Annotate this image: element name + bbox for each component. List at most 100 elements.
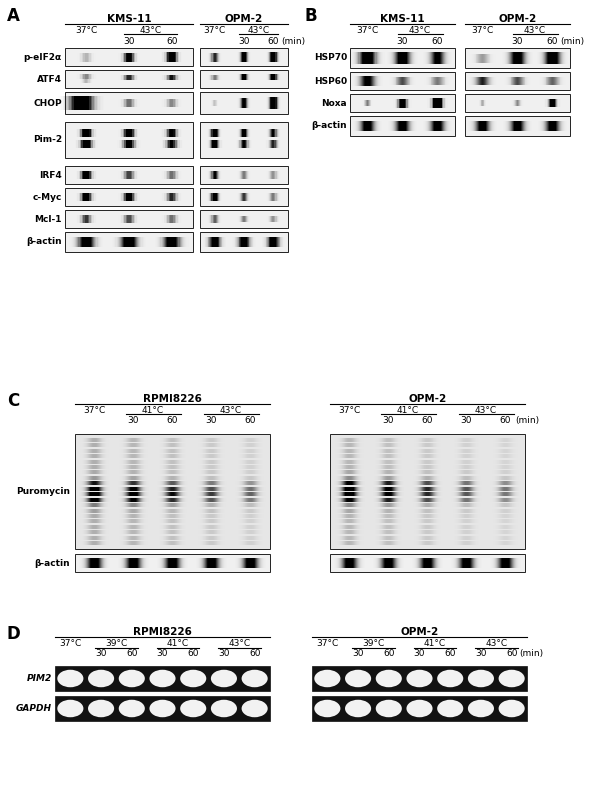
Bar — [357, 492, 358, 496]
Bar — [461, 541, 463, 546]
Bar — [422, 487, 424, 491]
Bar — [236, 171, 238, 179]
Bar — [218, 476, 219, 480]
Bar — [131, 520, 133, 524]
Bar — [250, 481, 251, 485]
Bar — [247, 129, 248, 136]
Bar — [92, 465, 94, 469]
Bar — [164, 99, 166, 107]
Bar — [427, 525, 428, 529]
Bar — [394, 443, 395, 447]
Bar — [137, 449, 139, 453]
Bar — [350, 525, 352, 529]
Bar — [516, 443, 517, 447]
Bar — [414, 437, 415, 441]
Bar — [439, 558, 440, 567]
Bar — [505, 536, 506, 540]
Bar — [215, 487, 217, 491]
Bar — [375, 514, 376, 518]
Bar — [247, 536, 248, 540]
Bar — [213, 100, 214, 107]
Bar — [143, 476, 144, 480]
Bar — [510, 100, 511, 106]
Bar — [401, 454, 402, 458]
Bar — [236, 454, 237, 458]
Bar — [357, 454, 358, 458]
Bar — [98, 193, 100, 201]
Bar — [373, 536, 374, 540]
Bar — [375, 476, 376, 480]
Bar — [103, 536, 104, 540]
Bar — [211, 236, 212, 247]
Text: ATF4: ATF4 — [37, 74, 62, 83]
Bar — [121, 74, 123, 80]
Bar — [262, 437, 263, 441]
Bar — [380, 541, 381, 546]
Bar — [159, 536, 160, 540]
Bar — [203, 541, 204, 546]
Bar — [413, 503, 414, 507]
Bar — [338, 465, 339, 469]
Bar — [436, 98, 437, 108]
Bar — [430, 520, 431, 524]
Bar — [451, 520, 452, 524]
Bar — [107, 508, 108, 512]
Bar — [342, 487, 343, 491]
Bar — [405, 98, 406, 107]
Bar — [240, 454, 241, 458]
Bar — [380, 481, 381, 485]
Bar — [83, 73, 85, 79]
Bar — [505, 530, 506, 534]
Bar — [364, 503, 365, 507]
Bar — [349, 514, 350, 518]
Bar — [352, 492, 353, 496]
Bar — [400, 487, 401, 491]
Bar — [245, 443, 247, 447]
Bar — [105, 530, 106, 534]
Bar — [253, 508, 254, 512]
Bar — [394, 492, 395, 496]
Bar — [381, 492, 382, 496]
Bar — [272, 52, 274, 62]
Bar — [180, 498, 181, 502]
Bar — [100, 170, 101, 179]
Bar — [94, 476, 95, 480]
Bar — [181, 459, 182, 463]
Bar — [392, 558, 394, 567]
Bar — [481, 437, 482, 441]
Bar — [198, 492, 199, 496]
Bar — [352, 508, 353, 512]
Bar — [129, 236, 130, 247]
Bar — [237, 481, 238, 485]
Bar — [422, 541, 424, 546]
Bar — [203, 525, 204, 529]
Bar — [166, 470, 167, 475]
Bar — [415, 492, 416, 496]
Bar — [472, 536, 473, 540]
Bar — [157, 508, 158, 512]
Bar — [164, 449, 165, 453]
Bar — [236, 470, 237, 475]
Bar — [452, 487, 453, 491]
Bar — [470, 459, 472, 463]
Bar — [257, 536, 258, 540]
Bar — [505, 77, 506, 85]
Bar — [495, 508, 496, 512]
Bar — [341, 558, 342, 567]
Bar — [363, 487, 364, 491]
Bar — [104, 508, 105, 512]
Bar — [144, 454, 145, 458]
Bar — [509, 525, 511, 529]
Bar — [170, 140, 172, 148]
Bar — [241, 98, 242, 108]
Bar — [185, 503, 186, 507]
Bar — [94, 536, 95, 540]
Bar — [492, 77, 493, 86]
Bar — [98, 520, 100, 524]
Bar — [161, 140, 163, 148]
Bar — [225, 508, 226, 512]
Bar — [126, 449, 127, 453]
Bar — [381, 437, 382, 441]
Bar — [159, 525, 160, 529]
Bar — [102, 470, 103, 475]
